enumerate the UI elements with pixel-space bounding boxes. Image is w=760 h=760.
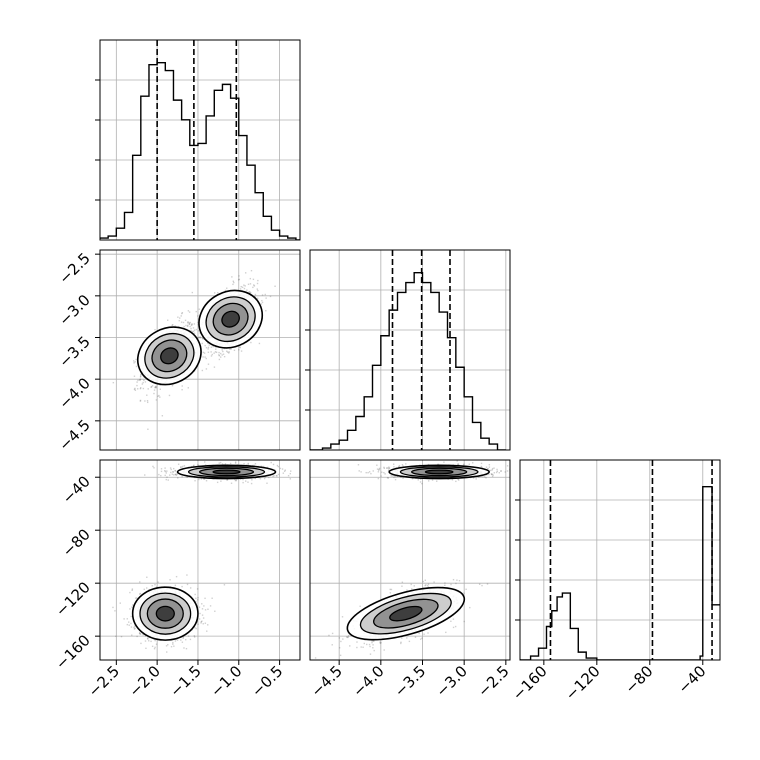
x-tick-label: −40 — [674, 662, 709, 697]
density-panel-1-2 — [310, 460, 514, 660]
y-tick-label: −40 — [59, 472, 94, 507]
panel-frame — [100, 40, 300, 240]
x-tick-label: −4.0 — [349, 662, 387, 700]
density-panel-0-2 — [100, 460, 300, 660]
x-tick-label: −120 — [562, 662, 604, 704]
y-tick-label: −3.5 — [55, 333, 93, 371]
x-tick-label: −1.0 — [207, 662, 245, 700]
x-tick-label: −1.5 — [166, 662, 204, 700]
histogram-panel-1 — [305, 250, 510, 450]
x-tick-label: −160 — [509, 662, 551, 704]
panel-frame — [310, 250, 510, 450]
x-tick-label: −0.5 — [248, 662, 286, 700]
x-tick-label: −2.0 — [125, 662, 163, 700]
x-tick-label: −2.5 — [85, 662, 123, 700]
y-tick-label: −4.0 — [55, 374, 93, 412]
panel-frame — [100, 460, 300, 660]
y-tick-label: −80 — [59, 525, 94, 560]
histogram-step — [100, 63, 300, 240]
x-tick-label: −3.0 — [433, 662, 471, 700]
density-contour — [156, 606, 174, 621]
y-tick-label: −3.0 — [55, 291, 93, 329]
panels — [95, 40, 720, 660]
x-tick-label: −4.5 — [308, 662, 346, 700]
y-tick-label: −160 — [52, 631, 94, 673]
x-tick-label: −3.5 — [391, 662, 429, 700]
y-tick-label: −120 — [52, 578, 94, 620]
histogram-panel-2 — [515, 460, 720, 660]
histogram-panel-0 — [95, 40, 300, 240]
x-tick-label: −80 — [622, 662, 657, 697]
y-tick-label: −2.5 — [55, 249, 93, 287]
density-contour — [213, 470, 240, 474]
density-panel-0-1 — [100, 250, 300, 450]
x-tick-label: −2.5 — [474, 662, 512, 700]
y-tick-label: −4.5 — [55, 416, 93, 454]
density-contour — [425, 470, 453, 474]
